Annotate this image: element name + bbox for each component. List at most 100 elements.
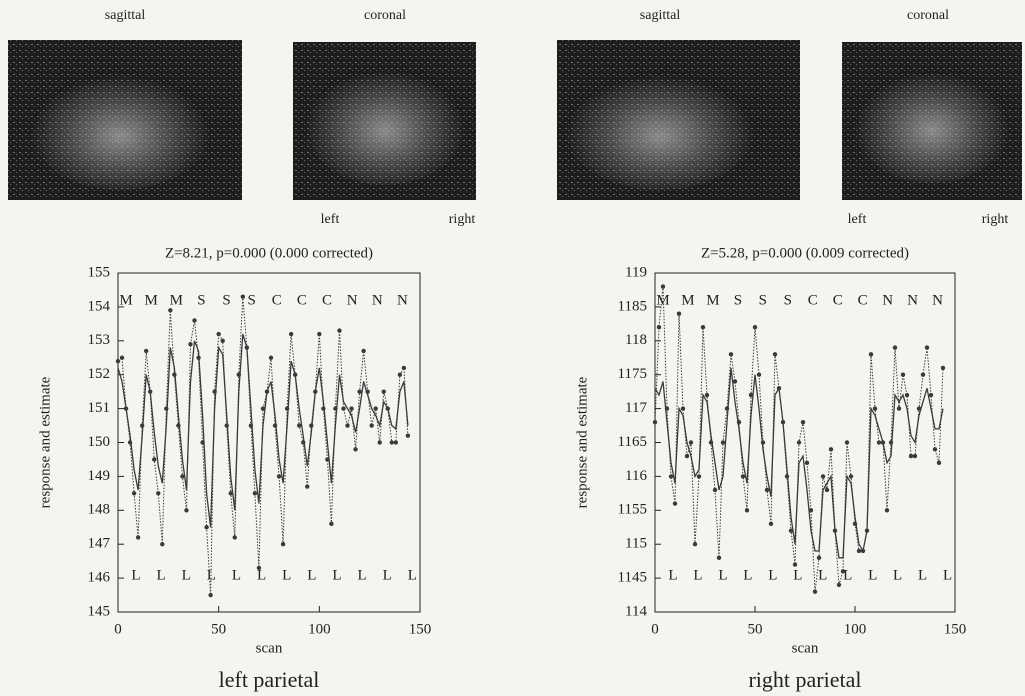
response-point — [305, 484, 310, 489]
rest-label: L — [358, 567, 367, 583]
y-tick-label: 149 — [88, 468, 111, 484]
response-point — [896, 406, 902, 411]
response-point — [349, 406, 354, 411]
y-tick-label: 1155 — [618, 502, 647, 518]
condition-label: C — [322, 292, 332, 308]
response-point — [836, 582, 842, 588]
response-point — [908, 453, 914, 459]
rest-label: L — [182, 567, 191, 583]
rest-label: L — [718, 567, 727, 583]
response-point — [317, 331, 322, 337]
rest-label: L — [843, 567, 852, 583]
response-point — [220, 338, 225, 343]
response-point — [393, 440, 399, 445]
response-point — [381, 389, 386, 394]
response-point — [240, 294, 246, 299]
response-point — [268, 355, 274, 360]
condition-label: M — [706, 292, 719, 308]
response-point — [280, 542, 286, 547]
side-label: right — [982, 212, 1009, 227]
response-point — [341, 406, 346, 411]
estimate-line — [654, 367, 944, 559]
response-point — [936, 460, 942, 466]
response-point — [716, 555, 722, 560]
response-point — [297, 423, 302, 428]
x-tick-label: 50 — [748, 621, 763, 637]
condition-label: M — [170, 292, 183, 308]
response-point — [680, 406, 686, 411]
response-point — [389, 440, 395, 445]
response-point — [152, 457, 157, 462]
response-point — [373, 406, 378, 411]
view-label: coronal — [907, 8, 949, 23]
response-point — [337, 328, 342, 333]
rest-label: L — [157, 567, 166, 583]
response-point — [160, 542, 165, 547]
response-point — [928, 392, 934, 398]
x-tick-label: 150 — [409, 621, 432, 637]
response-point — [204, 525, 209, 530]
response-point — [808, 508, 814, 513]
condition-label: C — [808, 292, 818, 308]
response-point — [900, 372, 906, 377]
rest-label: L — [257, 567, 266, 583]
plot-frame — [117, 272, 421, 613]
rest-label: L — [408, 567, 417, 583]
response-point — [405, 433, 411, 438]
y-tick-label: 155 — [88, 264, 111, 280]
condition-label: N — [397, 292, 408, 308]
condition-label: S — [734, 292, 742, 308]
response-point — [744, 508, 750, 513]
response-point — [788, 528, 794, 533]
response-point — [329, 521, 334, 527]
view-label: sagittal — [640, 8, 681, 23]
response-point — [912, 453, 918, 459]
y-tick-label: 115 — [625, 536, 647, 552]
y-tick-label: 145 — [88, 603, 111, 619]
response-point — [168, 308, 173, 313]
rest-label: L — [768, 567, 777, 583]
response-point — [772, 352, 778, 357]
response-point — [868, 352, 874, 357]
rest-label: L — [918, 567, 927, 583]
response-point — [876, 440, 882, 445]
y-tick-label: 154 — [88, 298, 111, 314]
side-label: right — [449, 212, 476, 227]
response-point — [820, 474, 826, 479]
x-tick-label: 0 — [114, 621, 122, 637]
y-axis-label: response and estimate — [574, 376, 590, 508]
response-point — [260, 406, 266, 411]
condition-label: S — [759, 292, 767, 308]
response-point — [752, 325, 758, 330]
rest-label: L — [868, 567, 877, 583]
condition-label: M — [144, 292, 157, 308]
response-point — [720, 440, 726, 445]
rest-label: L — [232, 567, 241, 583]
view-label: coronal — [364, 8, 406, 23]
y-tick-label: 118 — [625, 332, 647, 348]
x-tick-label: 150 — [944, 621, 967, 637]
rest-label: L — [943, 567, 952, 583]
condition-label: S — [222, 292, 230, 308]
condition-label: C — [272, 292, 282, 308]
response-point — [397, 372, 403, 377]
y-tick-label: 117 — [625, 400, 647, 416]
response-point — [668, 474, 674, 479]
y-tick-label: 150 — [88, 434, 111, 450]
y-axis-label: response and estimate — [37, 376, 53, 508]
response-point — [216, 331, 221, 337]
rest-label: L — [668, 567, 677, 583]
response-point — [840, 569, 846, 574]
response-point — [672, 501, 678, 506]
response-point — [401, 365, 407, 371]
response-point — [816, 555, 822, 560]
response-point — [872, 406, 878, 411]
response-line — [654, 286, 944, 592]
y-tick-label: 151 — [88, 400, 111, 416]
rest-label: L — [332, 567, 341, 583]
rest-label: L — [307, 567, 316, 583]
texture — [293, 42, 476, 200]
response-point — [884, 508, 890, 513]
